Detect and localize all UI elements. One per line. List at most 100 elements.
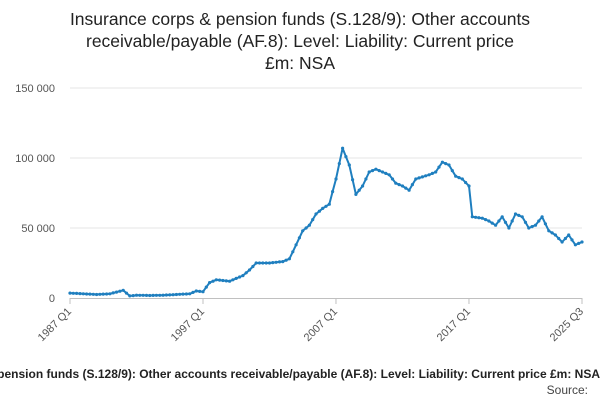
data-point — [144, 293, 149, 297]
data-point — [231, 278, 235, 282]
data-point — [560, 240, 564, 244]
data-point — [204, 285, 208, 289]
data-point — [557, 236, 561, 241]
gridlines — [70, 87, 582, 229]
data-point — [370, 169, 375, 173]
data-point — [274, 260, 278, 264]
data-point — [198, 289, 202, 293]
x-tick-label: 2025 Q3 — [548, 306, 586, 344]
data-point — [517, 213, 521, 217]
data-point — [474, 215, 478, 219]
y-tick-label: 50 000 — [21, 223, 55, 235]
data-point — [400, 184, 405, 188]
data-point — [351, 178, 355, 182]
data-point — [344, 155, 348, 159]
data-point — [251, 264, 255, 269]
data-point — [547, 229, 551, 233]
data-point — [161, 293, 165, 297]
data-point — [467, 184, 471, 188]
data-point — [460, 177, 464, 181]
data-point — [75, 291, 79, 295]
data-point — [367, 170, 371, 174]
data-point — [151, 293, 155, 297]
data-point — [447, 163, 451, 167]
data-point — [321, 206, 325, 210]
data-point — [577, 241, 581, 245]
data-point — [178, 292, 182, 296]
data-point — [124, 291, 129, 295]
data-point — [221, 278, 225, 283]
data-point — [105, 292, 109, 296]
data-point — [218, 278, 222, 282]
footer-caption-text: Insurance corps & pension funds (S.128/9… — [0, 367, 600, 381]
data-point — [410, 183, 414, 187]
data-point — [387, 173, 391, 177]
data-point — [417, 176, 421, 180]
data-point — [500, 215, 504, 219]
chart-title-line: £m: NSA — [264, 53, 336, 73]
data-point — [238, 275, 242, 279]
chart-title: Insurance corps & pension funds (S.128/9… — [0, 8, 600, 74]
data-point — [334, 177, 338, 181]
data-point — [527, 226, 531, 230]
data-point — [397, 183, 401, 187]
data-point — [317, 209, 321, 213]
data-point — [101, 292, 105, 296]
data-point — [294, 243, 298, 247]
x-tick-label: 1997 Q1 — [169, 306, 207, 344]
footer-source: Source: — [546, 383, 588, 397]
data-point — [543, 222, 548, 226]
data-point — [530, 225, 534, 229]
data-point — [267, 261, 272, 265]
data-point — [550, 231, 554, 235]
data-point — [570, 238, 574, 242]
data-point — [573, 243, 578, 247]
data-point — [211, 279, 215, 283]
data-point — [324, 204, 328, 208]
data-point — [464, 180, 468, 185]
data-point — [567, 233, 571, 237]
data-point — [91, 292, 95, 296]
data-point — [424, 174, 428, 178]
data-point — [494, 223, 498, 227]
data-point — [444, 162, 448, 166]
data-point — [281, 260, 285, 264]
data-point — [85, 292, 89, 296]
data-point — [510, 219, 514, 223]
data-point — [301, 229, 305, 233]
data-point — [434, 170, 438, 174]
data-point — [507, 226, 511, 230]
data-point — [264, 261, 268, 265]
data-point — [440, 160, 444, 164]
y-tick-label: 100 000 — [15, 153, 55, 165]
data-point — [191, 290, 195, 294]
data-point — [454, 174, 458, 178]
data-point — [337, 162, 341, 166]
data-point — [407, 188, 411, 192]
data-point — [390, 177, 395, 181]
data-point — [184, 292, 188, 296]
data-point — [314, 212, 318, 216]
data-point — [414, 177, 418, 181]
data-point — [430, 171, 434, 175]
data-point — [437, 165, 441, 169]
data-point — [361, 184, 365, 188]
data-point — [287, 257, 291, 261]
data-point — [347, 163, 351, 167]
data-point — [537, 219, 541, 223]
data-point — [194, 289, 198, 293]
data-point — [271, 261, 275, 265]
data-point — [134, 293, 139, 297]
data-point — [154, 293, 158, 297]
data-point — [111, 291, 115, 295]
data-point — [208, 281, 212, 285]
data-point — [244, 271, 248, 275]
data-point — [331, 190, 335, 194]
data-point — [470, 215, 474, 219]
data-point — [384, 171, 388, 175]
series-layer — [68, 146, 584, 298]
data-point — [158, 293, 162, 297]
data-point — [78, 292, 82, 296]
data-point — [201, 290, 205, 294]
data-point — [490, 221, 494, 225]
